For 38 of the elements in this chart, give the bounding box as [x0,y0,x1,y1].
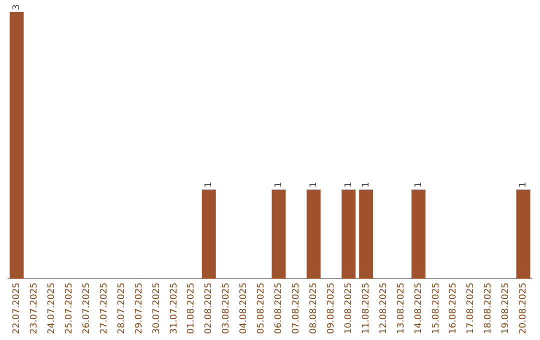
data-label: 1 [414,182,424,188]
x-tick-label: 31.07.2025 [169,282,180,334]
x-tick-label: 19.08.2025 [501,282,512,334]
x-tick-label: 23.07.2025 [30,282,40,334]
x-tick-label: 01.08.2025 [186,282,197,334]
data-label: 1 [344,182,354,188]
x-tick-label: 22.07.2025 [12,282,22,334]
x-tick-label: 15.08.2025 [431,282,442,334]
x-tick-label: 14.08.2025 [414,282,424,334]
x-tick-label: 11.08.2025 [361,282,372,334]
x-tick-label: 24.07.2025 [47,282,58,334]
data-label: 1 [309,182,320,188]
data-label: 1 [204,182,214,188]
x-tick-label: 08.08.2025 [309,282,320,334]
data-label: 1 [274,182,284,188]
x-tick-label: 29.07.2025 [134,282,144,334]
x-tick-label: 10.08.2025 [344,282,354,334]
x-tick-label: 28.07.2025 [116,282,127,334]
x-tick-label: 07.08.2025 [292,282,302,334]
x-tick-label: 26.07.2025 [82,282,92,334]
x-tick-label: 13.08.2025 [396,282,406,334]
x-tick-label: 05.08.2025 [256,282,267,334]
x-tick-label: 30.07.2025 [152,282,162,334]
x-tick-label: 03.08.2025 [222,282,232,334]
x-tick-label: 27.07.2025 [99,282,110,334]
x-tick-label: 18.08.2025 [484,282,494,334]
x-tick-label: 17.08.2025 [466,282,476,334]
x-tick-label: 02.08.2025 [204,282,214,334]
data-label: 1 [518,182,529,188]
x-tick-label: 09.08.2025 [326,282,336,334]
x-tick-label: 16.08.2025 [448,282,459,334]
x-tick-label: 12.08.2025 [378,282,389,334]
x-tick-label: 20.08.2025 [518,282,529,334]
x-tick-label: 04.08.2025 [239,282,250,334]
data-label: 3 [12,4,22,10]
x-tick-label: 25.07.2025 [64,282,74,334]
data-label: 1 [361,182,372,188]
x-tick-label: 06.08.2025 [274,282,284,334]
